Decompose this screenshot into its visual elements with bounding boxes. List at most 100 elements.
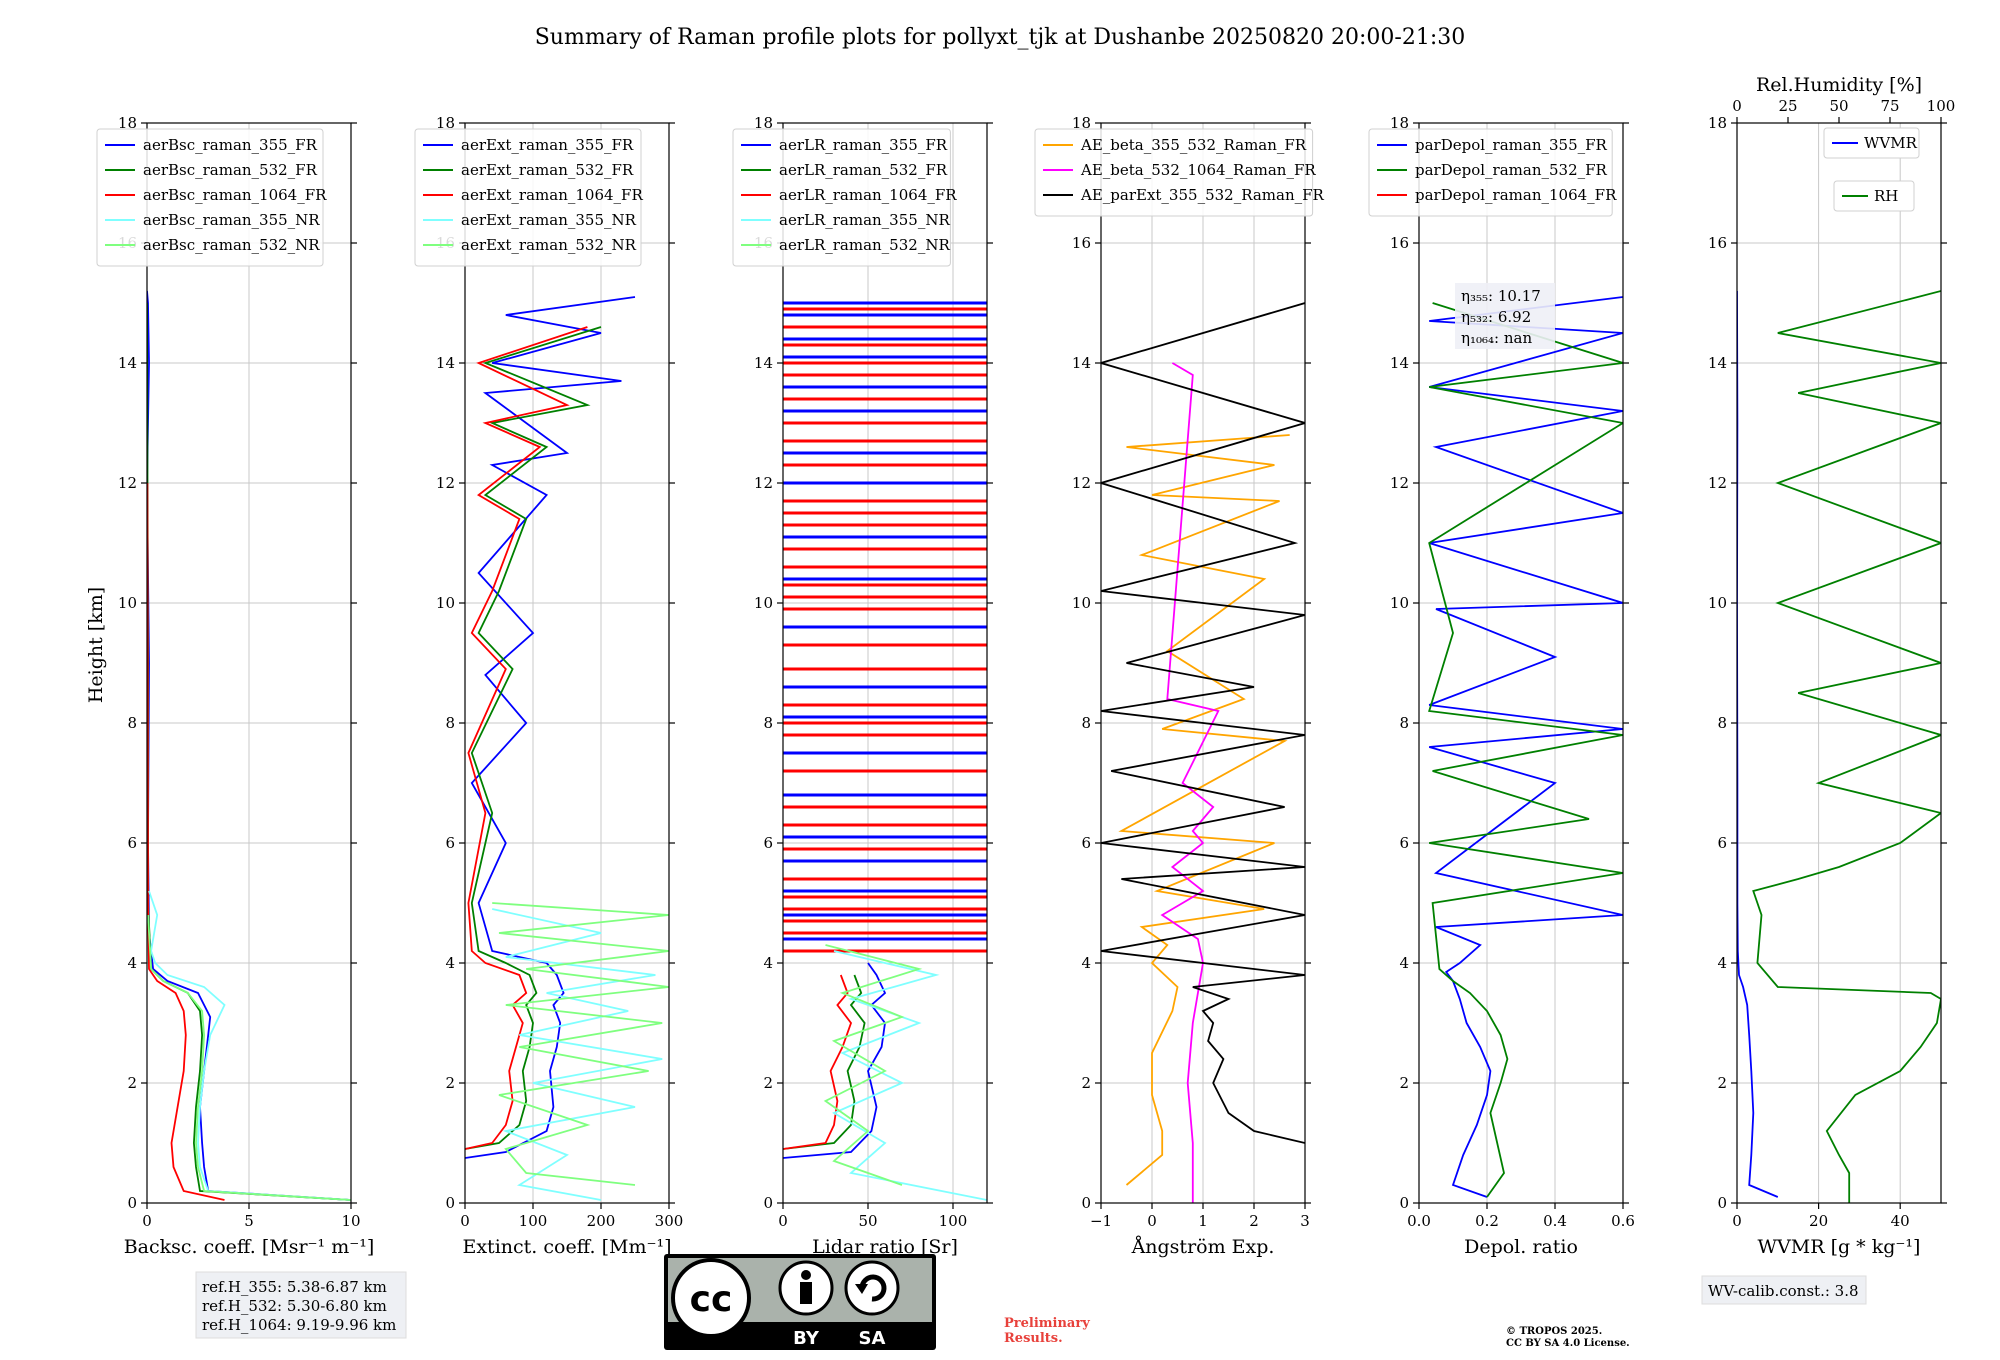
y-tick-label: 0 xyxy=(1399,1194,1409,1212)
legend-label: AE_beta_532_1064_Raman_FR xyxy=(1080,161,1316,179)
sa-label: SA xyxy=(859,1328,886,1349)
legend-label: aerLR_raman_532_NR xyxy=(779,236,950,254)
legend: parDepol_raman_355_FR parDepol_raman_532_… xyxy=(1368,128,1617,217)
y-tick-label: 8 xyxy=(127,714,137,732)
series-AE_beta_532_1064_Raman_FR xyxy=(1160,362,1220,1203)
legend: aerBsc_raman_355_FR aerBsc_raman_532_FRae… xyxy=(96,128,327,267)
share-alike-icon xyxy=(844,1260,900,1316)
y-tick-label: 4 xyxy=(763,954,773,972)
cc-icon xyxy=(671,1258,751,1338)
top-x-tick-label: 25 xyxy=(1778,97,1797,115)
y-tick-label: 4 xyxy=(1717,954,1727,972)
y-tick-label: 8 xyxy=(445,714,455,732)
series-WVMR xyxy=(1737,290,1779,1198)
series-parDepol_raman_355_FR xyxy=(1428,296,1623,1198)
x-axis-label: Extinct. coeff. [Mm⁻¹] xyxy=(462,1236,671,1258)
series-aerLR_raman_355_NR xyxy=(832,950,987,1201)
legend-label: parDepol_raman_355_FR xyxy=(1415,136,1608,154)
series-AE_parExt_355_532_Raman_FR xyxy=(1101,302,1305,1144)
x-tick-label: 50 xyxy=(858,1212,877,1230)
legend-label: aerExt_raman_532_FR xyxy=(461,161,634,179)
figure-title: Summary of Raman profile plots for polly… xyxy=(535,25,1466,50)
y-tick-label: 18 xyxy=(1390,114,1409,132)
plot-area xyxy=(783,301,987,1201)
eta-annotation: η₁₀₆₄: nan xyxy=(1461,329,1532,347)
y-tick-label: 14 xyxy=(436,354,455,372)
series-aerLR_raman_532_NR xyxy=(823,944,923,1186)
y-tick-label: 4 xyxy=(127,954,137,972)
x-tick-label: 0.2 xyxy=(1475,1212,1499,1230)
series-aerBsc_raman_532_NR xyxy=(147,914,351,1201)
x-tick-label: 0 xyxy=(460,1212,470,1230)
y-tick-label: 2 xyxy=(445,1074,455,1092)
y-tick-label: 8 xyxy=(1081,714,1091,732)
x-tick-label: 200 xyxy=(587,1212,616,1230)
eta-annotation: η₃₅₅: 10.17 xyxy=(1461,287,1541,305)
series-AE_beta_355_532_Raman_FR xyxy=(1118,434,1290,1186)
y-tick-label: 18 xyxy=(1708,114,1727,132)
y-tick-label: 10 xyxy=(1390,594,1409,612)
y-tick-label: 8 xyxy=(1399,714,1409,732)
ref-height-532: ref.H_532: 5.30-6.80 km xyxy=(202,1297,387,1315)
y-tick-label: 18 xyxy=(1072,114,1091,132)
top-x-tick-label: 100 xyxy=(1927,97,1956,115)
x-tick-label: 5 xyxy=(244,1212,254,1230)
y-tick-label: 12 xyxy=(436,474,455,492)
panel-depolarization: 0 2 4 6 8 10 12 14 16 18 0.0 0.2 0.4 0.6 Depol. ratio p… xyxy=(1368,114,1635,1258)
y-tick-label: 10 xyxy=(754,594,773,612)
y-tick-label: 18 xyxy=(118,114,137,132)
y-tick-label: 8 xyxy=(763,714,773,732)
series-aerBsc_raman_1064_FR xyxy=(147,482,225,1201)
y-tick-label: 2 xyxy=(1717,1074,1727,1092)
x-axis-label: WVMR [g * kg⁻¹] xyxy=(1758,1236,1921,1258)
x-tick-label: 0 xyxy=(142,1212,152,1230)
y-tick-label: 14 xyxy=(754,354,773,372)
y-tick-label: 8 xyxy=(1717,714,1727,732)
y-tick-label: 10 xyxy=(118,594,137,612)
legend-label: parDepol_raman_1064_FR xyxy=(1415,186,1617,204)
legend: AE_beta_355_532_Raman_FR AE_beta_532_1064… xyxy=(1034,128,1325,217)
y-tick-label: 6 xyxy=(1081,834,1091,852)
legend-label: aerExt_raman_532_NR xyxy=(461,236,637,254)
x-axis-label: Lidar ratio [Sr] xyxy=(812,1236,958,1258)
y-tick-label: 12 xyxy=(1072,474,1091,492)
x-tick-label: 10 xyxy=(341,1212,360,1230)
y-tick-label: 2 xyxy=(763,1074,773,1092)
axes-frame xyxy=(464,122,670,1204)
x-axis-label: Backsc. coeff. [Msr⁻¹ m⁻¹] xyxy=(124,1236,375,1258)
legend-label: aerBsc_raman_532_NR xyxy=(143,236,320,254)
top-x-tick-label: 75 xyxy=(1880,97,1899,115)
axes-frame xyxy=(1418,122,1624,1204)
legend-label: aerBsc_raman_1064_FR xyxy=(143,186,327,204)
legend-label: aerBsc_raman_355_NR xyxy=(143,211,320,229)
y-tick-label: 10 xyxy=(436,594,455,612)
series-parDepol_raman_532_FR xyxy=(1428,302,1623,1198)
legend-box xyxy=(96,128,324,267)
series-aerExt_raman_532_FR xyxy=(465,326,602,1150)
x-tick-label: −1 xyxy=(1090,1212,1112,1230)
legend-label: RH xyxy=(1874,187,1898,205)
top-x-axis-label: Rel.Humidity [%] xyxy=(1756,74,1922,96)
y-tick-label: 12 xyxy=(118,474,137,492)
axes-frame xyxy=(782,122,988,1204)
y-tick-label: 0 xyxy=(445,1194,455,1212)
legend: aerLR_raman_355_FR aerLR_raman_532_FR aerL… xyxy=(732,128,957,267)
panel-backscatter: 0246810121416180510Backsc. coeff. [Msr⁻¹… xyxy=(96,114,375,1258)
y-tick-label: 4 xyxy=(1399,954,1409,972)
x-tick-label: 100 xyxy=(519,1212,548,1230)
x-tick-label: 2 xyxy=(1249,1212,1259,1230)
x-tick-label: 0.4 xyxy=(1543,1212,1567,1230)
plot-area xyxy=(465,296,669,1201)
legend-box xyxy=(1833,180,1915,212)
y-tick-label: 2 xyxy=(127,1074,137,1092)
y-tick-label: 0 xyxy=(1717,1194,1727,1212)
legend-label: aerBsc_raman_532_FR xyxy=(143,161,318,179)
wv-calib-text: WV-calib.const.: 3.8 xyxy=(1708,1282,1859,1300)
legend-label: aerExt_raman_355_FR xyxy=(461,136,634,154)
ref-height-1064: ref.H_1064: 9.19-9.96 km xyxy=(202,1316,396,1334)
x-tick-label: 3 xyxy=(1300,1212,1310,1230)
series-aerLR_raman_355_FR xyxy=(783,962,887,1159)
x-tick-label: 300 xyxy=(655,1212,684,1230)
